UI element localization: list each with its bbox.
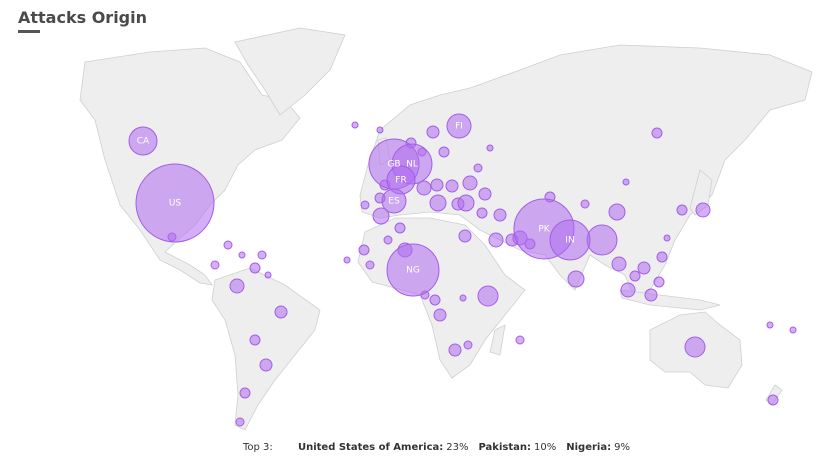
minor-bubble [462, 175, 478, 191]
minor-bubble [486, 144, 494, 152]
minor-bubble [637, 261, 651, 275]
minor-bubble [653, 276, 665, 288]
minor-bubble [223, 240, 233, 250]
minor-bubble [767, 394, 779, 406]
minor-bubble [426, 125, 440, 139]
country-name: Pakistan: [478, 442, 532, 453]
minor-bubble [429, 194, 447, 212]
bubble-label: FR [395, 176, 406, 186]
bubble-label: GB [387, 160, 400, 170]
minor-bubble [376, 126, 384, 134]
country-share: 9% [614, 442, 630, 453]
minor-bubble [789, 326, 797, 334]
bubble-label: IN [565, 236, 574, 246]
bubble-label: NL [406, 160, 418, 170]
minor-bubble [394, 222, 406, 234]
minor-bubble [239, 387, 251, 399]
minor-bubble [656, 251, 668, 263]
minor-bubble [416, 180, 432, 196]
minor-bubble [249, 262, 261, 274]
minor-bubble [351, 121, 359, 129]
minor-bubble [238, 251, 246, 259]
country-bubble [549, 219, 591, 261]
minor-bubble [235, 417, 245, 427]
country-share: 10% [534, 442, 557, 453]
bubble-label: NG [406, 266, 420, 276]
minor-bubble [358, 244, 370, 256]
minor-bubble [766, 321, 774, 329]
minor-bubble [684, 336, 706, 358]
minor-bubble [488, 232, 504, 248]
minor-bubble [622, 178, 630, 186]
minor-bubble [429, 294, 441, 306]
madagascar [489, 324, 506, 356]
minor-bubble [663, 234, 671, 242]
title: Attacks Origin [18, 8, 147, 27]
minor-bubble [586, 224, 618, 256]
minor-bubble [620, 282, 636, 298]
minor-bubble [360, 200, 370, 210]
minor-bubble [695, 202, 711, 218]
country-name: United States of America: [297, 442, 444, 453]
minor-bubble [372, 207, 390, 225]
country-bubble [446, 113, 472, 139]
minor-bubble [430, 178, 444, 192]
country-bubble [135, 163, 215, 243]
minor-bubble [611, 256, 627, 272]
minor-bubble [567, 270, 585, 288]
minor-bubble [629, 270, 641, 282]
bubble-label: FI [455, 122, 463, 132]
eurasia [359, 44, 813, 301]
minor-bubble [515, 335, 525, 345]
greenland [234, 27, 346, 116]
top3-footer: Top 3: United States of America: 23% Pakis… [243, 442, 640, 453]
minor-bubble [473, 163, 483, 173]
minor-bubble [458, 229, 472, 243]
bubble-label: PK [538, 225, 550, 235]
minor-bubble [477, 285, 499, 307]
title-underline [18, 30, 40, 33]
indonesia [619, 289, 721, 311]
minor-bubbles [167, 121, 797, 427]
minor-bubble [608, 203, 626, 221]
minor-bubble [448, 343, 462, 357]
minor-bubble [249, 334, 261, 346]
minor-bubble [383, 235, 393, 245]
minor-bubble [365, 260, 375, 270]
top3-label: Top 3: [243, 442, 273, 453]
minor-bubble [651, 127, 663, 139]
minor-bubble [476, 207, 488, 219]
country-name: Nigeria: [566, 442, 612, 453]
minor-bubble [493, 208, 507, 222]
country-share: 23% [446, 442, 469, 453]
south-america [211, 267, 321, 431]
country-bubble [381, 188, 407, 214]
bubble-label: CA [137, 137, 150, 147]
country-bubble [386, 243, 440, 297]
minor-bubble [229, 278, 245, 294]
minor-bubble [433, 308, 447, 322]
minor-bubble [478, 187, 492, 201]
minor-bubble [259, 358, 273, 372]
minor-bubble [676, 204, 688, 216]
minor-bubble [457, 194, 475, 212]
minor-bubble [644, 288, 658, 302]
minor-bubble [459, 294, 467, 302]
minor-bubble [580, 199, 590, 209]
country-bubble [128, 126, 158, 156]
bubble-label: US [169, 199, 182, 209]
minor-bubble [445, 179, 459, 193]
minor-bubble [274, 305, 288, 319]
minor-bubble [257, 250, 267, 260]
minor-bubble [438, 146, 450, 158]
minor-bubble [463, 340, 473, 350]
minor-bubble [264, 271, 272, 279]
minor-bubble [343, 256, 351, 264]
minor-bubble [210, 260, 220, 270]
bubble-label: ES [388, 197, 400, 207]
